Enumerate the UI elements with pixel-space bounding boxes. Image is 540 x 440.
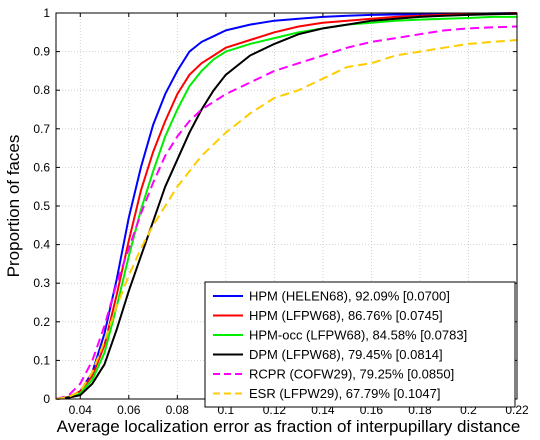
y-tick-label: 0: [43, 392, 50, 406]
y-tick-label: 1: [43, 6, 50, 20]
y-tick-label: 0.9: [33, 45, 50, 59]
y-tick-label: 0.7: [33, 122, 50, 136]
legend-box: [204, 281, 516, 408]
series-line-1: [55, 12, 518, 400]
series-line-2: [55, 12, 518, 400]
legend-label: HPM (LFPW68), 86.76% [0.0745]: [249, 308, 443, 323]
legend-label: DPM (LFPW68), 79.45% [0.0814]: [249, 347, 443, 362]
y-tick-label: 0.8: [33, 83, 50, 97]
y-axis-label: Proportion of faces: [4, 135, 23, 278]
x-axis-label: Average localization error as fraction o…: [57, 417, 521, 436]
series-line-4: [55, 12, 518, 400]
y-tick-label: 0.5: [33, 199, 50, 213]
legend-label: HPM-occ (LFPW68), 84.58% [0.0783]: [249, 328, 467, 343]
x-tick-label: 0.08: [166, 403, 190, 417]
y-tick-label: 0.2: [33, 315, 50, 329]
series-line-6: [55, 39, 518, 400]
series-lines: [55, 12, 518, 400]
x-tick-label: 0.06: [117, 403, 141, 417]
x-tick-label: 0.04: [69, 403, 93, 417]
legend-label: HPM (HELEN68), 92.09% [0.0700]: [249, 289, 450, 304]
legend-label: RCPR (COFW29), 79.25% [0.0850]: [249, 367, 454, 382]
y-tick-label: 0.3: [33, 276, 50, 290]
legend-label: ESR (LFPW29), 67.79% [0.1047]: [249, 386, 440, 401]
series-line-3: [55, 15, 517, 400]
y-tick-label: 0.6: [33, 160, 50, 174]
legend: HPM (HELEN68), 92.09% [0.0700] HPM (LFPW6…: [204, 281, 516, 408]
y-tick-label: 0.1: [33, 353, 50, 367]
y-tick-label: 0.4: [33, 238, 50, 252]
